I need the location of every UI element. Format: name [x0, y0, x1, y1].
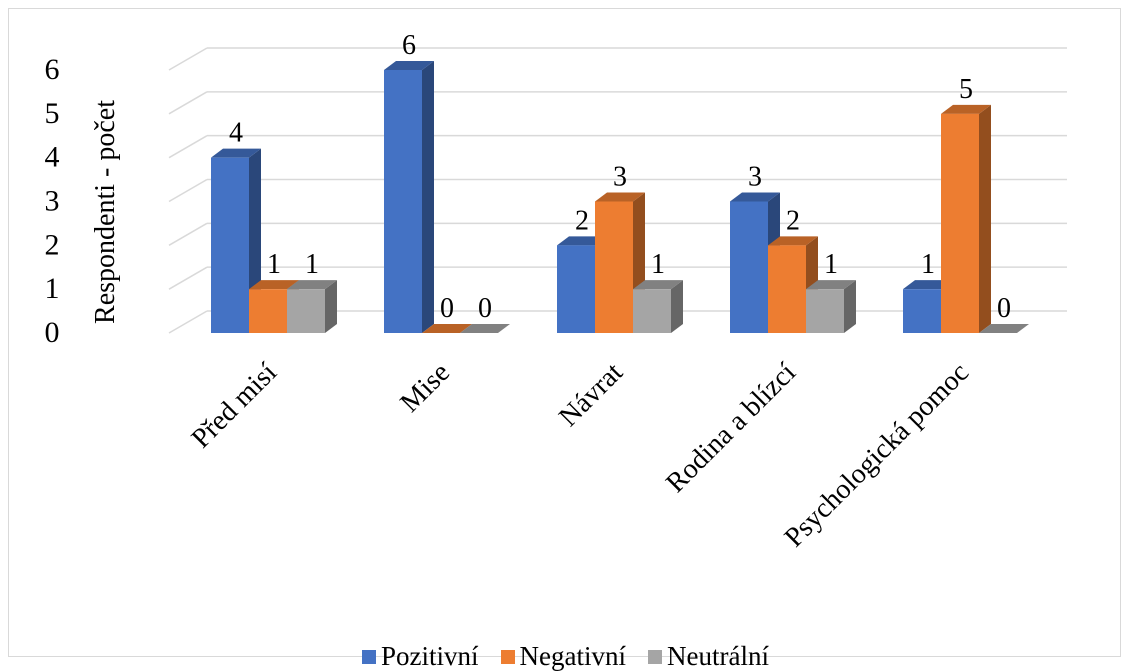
- data-label: 2: [575, 205, 589, 236]
- gridline-diagonal: [168, 222, 208, 246]
- data-label: 0: [440, 293, 454, 324]
- x-tick-labels: Před misí Mise Návrat Rodina a blízcíPsycho…: [186, 357, 975, 553]
- bar: [287, 280, 337, 333]
- bar: [633, 280, 683, 333]
- bar: [903, 280, 953, 333]
- legend-label-negative: Negativní: [519, 641, 627, 671]
- bar: [806, 280, 856, 333]
- gridline-diagonal: [168, 91, 208, 115]
- y-tick-label: 1: [45, 272, 60, 305]
- bar: [211, 148, 261, 333]
- x-tick-label: Návrat: [553, 357, 629, 433]
- gridline-diagonal: [168, 47, 208, 71]
- data-label: 0: [997, 293, 1011, 324]
- data-label: 2: [786, 205, 800, 236]
- x-tick-label: Rodina a blízcí: [660, 357, 802, 499]
- data-label: 3: [748, 162, 762, 193]
- legend-item-neutral: Neutrální: [648, 641, 769, 672]
- legend-label-neutral: Neutrální: [667, 641, 769, 671]
- data-label: 1: [267, 249, 281, 280]
- y-tick-labels: 0 1 2 3 4 5 6: [45, 53, 60, 349]
- bar: [460, 324, 510, 333]
- data-label: 1: [305, 249, 319, 280]
- data-label: 4: [229, 118, 243, 149]
- data-label: 1: [824, 249, 838, 280]
- legend-swatch-neutral: [648, 649, 663, 664]
- bar: [422, 324, 472, 333]
- y-tick-label: 0: [45, 316, 60, 349]
- gridline-diagonal: [168, 266, 208, 290]
- bar: [979, 324, 1029, 333]
- legend: Pozitivní Negativní Neutrální: [0, 641, 1131, 672]
- y-tick-label: 4: [45, 141, 60, 174]
- y-tick-label: 3: [45, 185, 60, 218]
- data-label: 3: [613, 162, 627, 193]
- gridline-diagonal: [168, 135, 208, 159]
- gridline-diagonal: [168, 178, 208, 203]
- bar: [941, 104, 991, 333]
- y-tick-label: 2: [45, 228, 60, 261]
- legend-label-positive: Pozitivní: [381, 641, 479, 671]
- x-tick-label: Psychologická pomoc: [779, 357, 975, 553]
- data-label: 1: [651, 249, 665, 280]
- bar: [384, 61, 434, 333]
- data-label: 0: [478, 293, 492, 324]
- y-tick-label: 5: [45, 97, 60, 130]
- y-axis-title: Respondenti - počet: [90, 100, 121, 324]
- y-tick-label: 6: [45, 53, 60, 86]
- legend-swatch-negative: [500, 649, 515, 664]
- data-label: 1: [921, 249, 935, 280]
- gridline-diagonal: [168, 310, 208, 334]
- x-tick-label: Mise: [394, 357, 456, 419]
- bars: [211, 61, 1029, 333]
- x-tick-label: Před misí: [186, 357, 283, 454]
- legend-item-negative: Negativní: [500, 641, 627, 672]
- data-label: 6: [402, 30, 416, 61]
- data-label: 5: [959, 74, 973, 105]
- legend-item-positive: Pozitivní: [362, 641, 479, 672]
- legend-swatch-positive: [362, 649, 377, 664]
